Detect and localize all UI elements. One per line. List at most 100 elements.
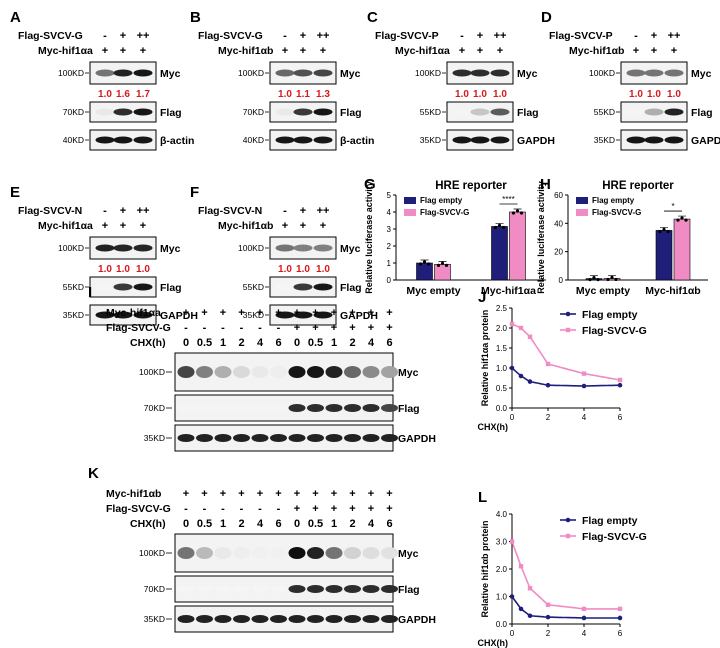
blot-band	[214, 547, 232, 559]
lane-sign: +	[294, 488, 300, 500]
blot-band	[95, 69, 115, 77]
blot-band	[313, 108, 333, 116]
blot-band	[313, 69, 333, 77]
data-point	[545, 614, 551, 620]
blot-band	[270, 547, 287, 559]
construct-label: Myc-hif1αa	[38, 220, 93, 232]
blot-band	[133, 283, 153, 291]
blot-band	[214, 434, 232, 442]
quant-ratio: 1.0	[493, 89, 507, 100]
replicate-dot	[501, 225, 506, 230]
lane-sign: +	[220, 488, 226, 500]
lane-sign: +	[294, 307, 300, 319]
blot-band	[95, 108, 115, 116]
y-tick-label: 2	[387, 242, 392, 251]
y-tick-label: 0	[559, 276, 564, 285]
blot-band	[381, 547, 398, 559]
lane-sign: +	[201, 488, 207, 500]
blot-band	[233, 615, 250, 623]
blot-band	[270, 404, 287, 412]
panel-letter: B	[190, 9, 201, 26]
blot-band	[196, 404, 213, 412]
legend-swatch	[576, 197, 588, 204]
chx-time: 0.5	[197, 518, 212, 530]
blot-band	[381, 615, 398, 623]
quant-ratio: 1.3	[316, 89, 330, 100]
blot-strip-flag	[174, 394, 398, 422]
lane-sign: +	[368, 322, 374, 334]
size-marker: 100KD	[58, 68, 84, 78]
blot-band	[177, 366, 195, 378]
replicate-dot	[596, 277, 600, 282]
blot-band	[381, 366, 398, 378]
blot-band	[95, 311, 115, 319]
blot-strip-gapdh	[269, 304, 337, 326]
blot-band	[288, 366, 306, 378]
chx-time: 0.5	[308, 518, 323, 530]
blot-band	[362, 615, 380, 623]
replicate-dot	[684, 218, 688, 222]
legend-swatch	[404, 209, 416, 216]
panel-letter: E	[10, 184, 20, 201]
blot-band	[362, 547, 380, 559]
blot-band	[344, 615, 361, 623]
chx-time: 4	[257, 518, 264, 530]
lane-sign: +	[349, 307, 355, 319]
y-tick-label: 4	[387, 208, 392, 217]
blot-band	[113, 283, 133, 291]
blot-band	[133, 244, 153, 252]
lane-sign: -	[258, 503, 262, 515]
y-tick-label: 2.0	[496, 565, 508, 574]
lane-sign: ++	[137, 205, 150, 217]
blot-band	[113, 136, 133, 144]
lane-sign: -	[283, 30, 287, 42]
size-marker: 100KD	[415, 68, 441, 78]
band-label: Myc	[398, 367, 419, 379]
blot-band	[307, 404, 324, 412]
band-label: Myc	[160, 68, 181, 80]
blot-band	[381, 434, 398, 442]
construct-label: Flag-SVCV-G	[106, 322, 171, 334]
band-label: Myc	[340, 68, 361, 80]
y-tick-label: 1	[387, 259, 392, 268]
bar	[509, 211, 526, 281]
chart-title: HRE reporter	[435, 180, 507, 192]
panel-letter: K	[88, 465, 99, 482]
blot-strip-flag	[269, 101, 337, 123]
quant-ratio: 1.1	[296, 89, 310, 100]
lane-sign: -	[277, 322, 281, 334]
blot-band	[251, 434, 269, 442]
lane-sign: +	[312, 488, 318, 500]
size-marker: 70KD	[144, 584, 165, 594]
size-marker: 35KD	[144, 433, 165, 443]
blot-band	[113, 108, 133, 116]
quant-ratio: 1.0	[455, 89, 469, 100]
x-tick-label: 6	[618, 413, 623, 422]
lane-sign: +	[312, 307, 318, 319]
lane-sign: +	[386, 322, 392, 334]
blot-band	[177, 585, 195, 593]
data-point	[509, 594, 515, 599]
blot-band	[452, 69, 472, 77]
y-tick-label: 1.0	[496, 364, 508, 373]
quant-ratio: 1.0	[278, 264, 292, 275]
blot-band	[313, 244, 333, 252]
blot-band	[362, 366, 380, 378]
lane-sign: ++	[317, 30, 330, 42]
chx-time: 1	[331, 337, 337, 349]
lane-sign: +	[300, 205, 306, 217]
legend-label: Flag-SVCV-G	[582, 531, 647, 543]
blot-band	[307, 585, 324, 593]
blot-band	[288, 404, 306, 412]
construct-label: Flag-SVCV-P	[375, 30, 439, 42]
lane-sign: +	[238, 488, 244, 500]
blot-band	[293, 69, 313, 77]
blot-band	[325, 434, 343, 442]
blot-band	[275, 311, 295, 319]
blot-band	[133, 69, 153, 77]
panel-letter: L	[478, 489, 487, 506]
lane-sign: -	[258, 322, 262, 334]
blot-band	[288, 547, 306, 559]
size-marker: 55KD	[420, 107, 441, 117]
lane-sign: -	[221, 503, 225, 515]
